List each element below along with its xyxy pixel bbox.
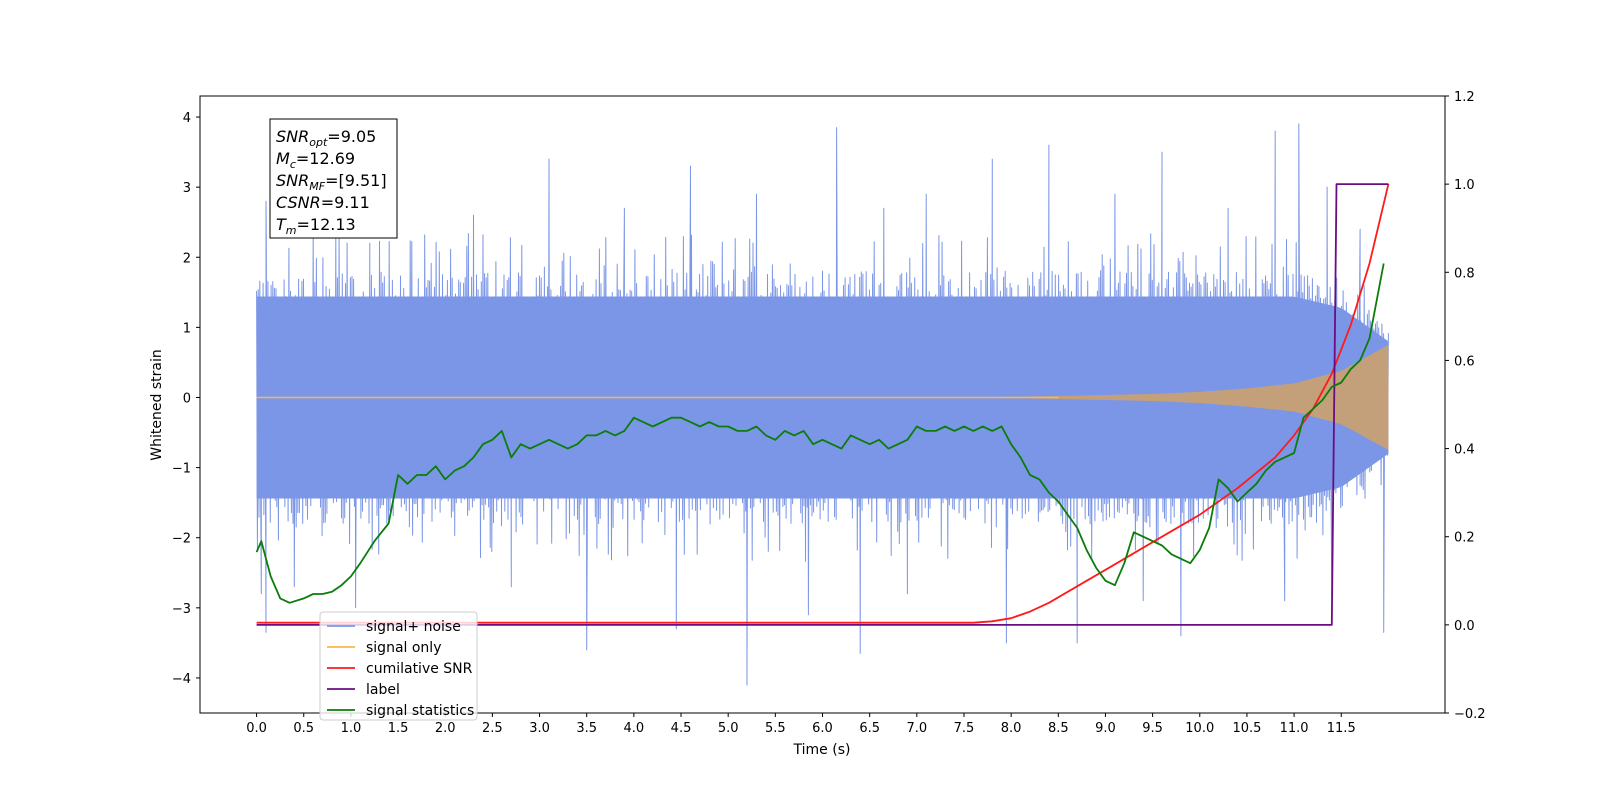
y-right-tick-label: 0.2 (1454, 531, 1475, 546)
y-right-tick-label: 0.6 (1454, 354, 1475, 369)
x-tick-label: 8.5 (1048, 721, 1069, 736)
legend-entry-label: cumilative SNR (366, 661, 473, 677)
y-right-tick-label: 0.8 (1454, 266, 1475, 281)
x-tick-label: 11.5 (1327, 721, 1356, 736)
x-tick-label: 3.5 (576, 721, 597, 736)
legend-frame (319, 611, 478, 721)
x-tick-label: 0.5 (293, 721, 314, 736)
y-left-tick-label: 3 (183, 181, 191, 196)
x-tick-label: 0.0 (246, 721, 267, 736)
legend-entry-label: signal+ noise (366, 619, 461, 635)
x-axis-label: Time (s) (793, 742, 851, 758)
x-tick-label: 5.0 (718, 721, 739, 736)
stats-line: SNRopt=9.05 (276, 127, 376, 149)
stats-line: Mc=12.69 (276, 149, 355, 171)
stats-line: SNRMF=[9.51] (276, 171, 387, 193)
series-label-line (256, 183, 1389, 626)
stats-line: CSNR=9.11 (276, 193, 370, 212)
y-left-tick-label: −3 (172, 602, 191, 617)
y-left-tick-label: 0 (183, 391, 191, 406)
x-tick-label: 4.0 (624, 721, 645, 736)
legend-entry-label: signal statistics (366, 703, 474, 719)
y-right-tick-label: 1.0 (1454, 178, 1475, 193)
y-right-tick-label: 0.0 (1454, 619, 1475, 634)
x-axis-ticks: 0.0 0.5 1.0 1.5 2.0 2.5 3.0 3.5 4.0 4.5 5.0 5.5 6.0 6… (246, 713, 1356, 736)
y-left-tick-label: 4 (183, 111, 191, 126)
x-tick-label: 7.5 (954, 721, 975, 736)
x-tick-label: 3.0 (529, 721, 550, 736)
y-left-tick-label: −4 (172, 672, 191, 687)
stats-box: SNRopt=9.05Mc=12.69SNRMF=[9.51]CSNR=9.11… (269, 118, 398, 239)
series-signal-statistics-line (255, 263, 1385, 604)
y-right-tick-label: −0.2 (1454, 707, 1486, 722)
y-left-axis-ticks: 4 3 2 1 0 −1 −2 −3 −4 (172, 111, 200, 687)
legend-entry-label: signal only (366, 640, 441, 656)
x-tick-label: 10.5 (1232, 721, 1261, 736)
x-tick-label: 1.5 (388, 721, 409, 736)
stats-line: Tm=12.13 (276, 215, 356, 237)
x-tick-label: 9.0 (1095, 721, 1116, 736)
x-tick-label: 2.0 (435, 721, 456, 736)
series-cumilative-snr-line (256, 183, 1390, 624)
y-left-tick-label: 1 (183, 321, 191, 336)
legend-entry-label: label (366, 682, 400, 698)
legend: signal+ noise signal only cumilative SNR la… (319, 611, 478, 721)
x-tick-label: 7.0 (906, 721, 927, 736)
y-right-tick-label: 0.4 (1454, 443, 1475, 458)
x-tick-label: 6.0 (812, 721, 833, 736)
x-tick-label: 1.0 (341, 721, 362, 736)
y-axis-label: Whitened strain (149, 349, 165, 460)
x-tick-label: 5.5 (765, 721, 786, 736)
y-right-tick-label: 1.2 (1454, 90, 1475, 105)
y-left-tick-label: 2 (183, 251, 191, 266)
y-left-tick-label: −1 (172, 462, 191, 477)
x-tick-label: 2.5 (482, 721, 503, 736)
x-tick-label: 6.5 (859, 721, 880, 736)
stats-box-frame (269, 118, 398, 239)
x-tick-label: 9.5 (1142, 721, 1163, 736)
x-tick-label: 10.0 (1185, 721, 1214, 736)
x-tick-label: 4.5 (671, 721, 692, 736)
y-right-axis-ticks: 1.2 1.0 0.8 0.6 0.4 0.2 0.0 −0.2 (1445, 90, 1486, 722)
y-left-tick-label: −2 (172, 532, 191, 547)
x-tick-label: 8.0 (1001, 721, 1022, 736)
series-signal-only-band (256, 344, 1389, 451)
x-tick-label: 11.0 (1280, 721, 1309, 736)
plot-area (255, 123, 1390, 686)
